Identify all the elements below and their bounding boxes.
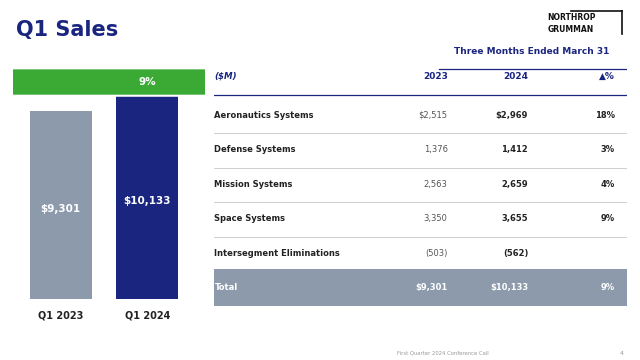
Bar <box>30 111 92 299</box>
Text: 3,350: 3,350 <box>424 214 447 223</box>
FancyBboxPatch shape <box>214 269 627 306</box>
Text: 4: 4 <box>620 351 624 356</box>
Text: 1,412: 1,412 <box>501 145 528 154</box>
Text: ▲%: ▲% <box>599 72 615 81</box>
Text: Mission Systems: Mission Systems <box>214 180 292 189</box>
Text: First Quarter 2024 Conference Call: First Quarter 2024 Conference Call <box>397 351 488 356</box>
Text: 2024: 2024 <box>503 72 528 81</box>
Text: Space Systems: Space Systems <box>214 214 285 223</box>
Text: 3%: 3% <box>601 145 615 154</box>
Text: $9,301: $9,301 <box>41 204 81 214</box>
Text: Q1 Sales: Q1 Sales <box>16 20 118 40</box>
Text: 3,655: 3,655 <box>502 214 528 223</box>
Text: GRUMMAN: GRUMMAN <box>547 25 593 34</box>
Text: 9%: 9% <box>601 283 615 292</box>
Text: $2,969: $2,969 <box>496 111 528 120</box>
Text: 2023: 2023 <box>423 72 447 81</box>
Text: $2,515: $2,515 <box>419 111 447 120</box>
Text: Sales growth driven by continued strong demand across the portfolio: Sales growth driven by continued strong … <box>125 331 518 341</box>
Text: (503): (503) <box>425 249 447 258</box>
Circle shape <box>0 68 640 96</box>
Text: (562): (562) <box>503 249 528 258</box>
Text: $10,133: $10,133 <box>490 283 528 292</box>
Text: $9,301: $9,301 <box>415 283 447 292</box>
Text: Aeronautics Systems: Aeronautics Systems <box>214 111 314 120</box>
Bar <box>116 95 178 299</box>
Text: $10,133: $10,133 <box>124 196 171 206</box>
Text: ($M): ($M) <box>214 72 237 81</box>
Text: Intersegment Eliminations: Intersegment Eliminations <box>214 249 340 258</box>
Text: 1,376: 1,376 <box>424 145 447 154</box>
Text: Total: Total <box>214 283 237 292</box>
Text: 4%: 4% <box>600 180 615 189</box>
Text: 2,563: 2,563 <box>424 180 447 189</box>
Text: 9%: 9% <box>601 214 615 223</box>
Text: 2,659: 2,659 <box>502 180 528 189</box>
Text: 18%: 18% <box>595 111 615 120</box>
Text: Three Months Ended March 31: Three Months Ended March 31 <box>454 47 609 56</box>
Text: Defense Systems: Defense Systems <box>214 145 296 154</box>
Text: 9%: 9% <box>138 77 156 87</box>
Text: Q1 2023: Q1 2023 <box>38 311 83 321</box>
Text: NORTHROP: NORTHROP <box>547 13 596 22</box>
Text: Q1 2024: Q1 2024 <box>125 311 170 321</box>
